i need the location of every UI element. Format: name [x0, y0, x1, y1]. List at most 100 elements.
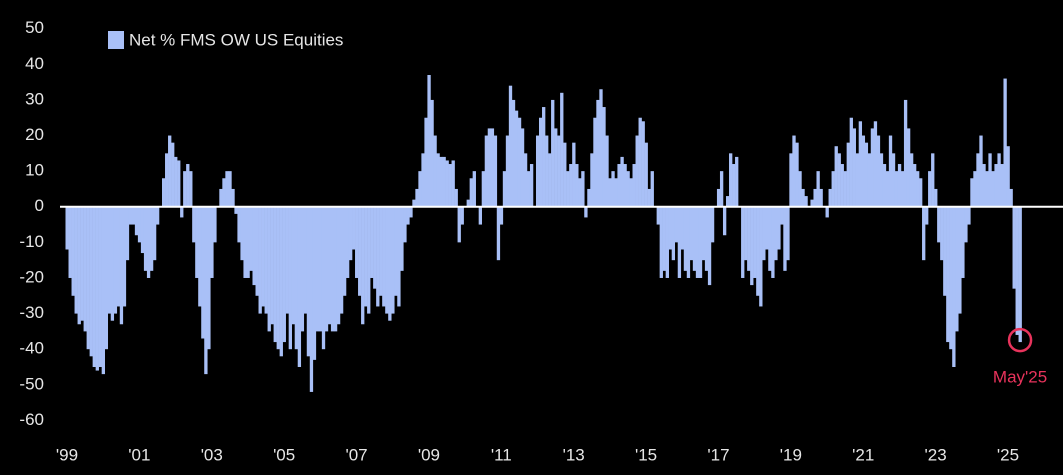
bar: [415, 188, 419, 207]
bar: [578, 178, 582, 207]
bar: [828, 188, 832, 207]
bar: [593, 117, 597, 207]
bar: [162, 178, 166, 207]
y-tick-label: 10: [25, 161, 44, 180]
bar: [722, 206, 727, 236]
bar: [448, 164, 452, 207]
bar: [922, 206, 926, 261]
bar: [768, 206, 772, 271]
bar: [484, 135, 489, 207]
bar: [632, 164, 636, 207]
bar: [113, 206, 118, 314]
bar: [967, 206, 971, 225]
bar: [991, 171, 995, 207]
bar: [710, 206, 715, 243]
bar: [294, 206, 299, 350]
bar: [412, 199, 416, 207]
bar: [327, 206, 332, 325]
bar: [629, 178, 633, 207]
bar: [614, 178, 618, 207]
bar: [517, 117, 522, 207]
bar: [774, 206, 778, 261]
bar: [732, 164, 736, 207]
bar: [358, 206, 362, 296]
bar: [928, 171, 932, 207]
bar: [427, 75, 431, 207]
bar: [348, 206, 353, 261]
bar: [68, 206, 72, 278]
bar: [545, 135, 549, 207]
bar: [704, 206, 709, 271]
bar: [825, 206, 829, 218]
bar: [623, 164, 627, 207]
bar: [792, 135, 796, 207]
bar: [979, 135, 983, 207]
bar: [282, 206, 286, 343]
bar: [801, 188, 805, 207]
bar: [472, 171, 476, 207]
bar: [228, 171, 232, 207]
bar: [906, 128, 911, 207]
bar: [171, 142, 175, 207]
bar: [903, 99, 908, 207]
bar: [143, 206, 148, 271]
bar: [590, 153, 594, 207]
bar: [786, 206, 790, 261]
y-tick-label: -20: [19, 267, 44, 286]
bar: [246, 206, 250, 278]
bar: [572, 142, 576, 207]
bar: [1003, 78, 1007, 207]
bar: [231, 188, 235, 207]
bar: [439, 156, 443, 207]
x-tick-label: '23: [925, 445, 947, 464]
bar: [876, 135, 881, 207]
bar: [894, 171, 899, 207]
bar: [213, 206, 217, 243]
bar: [119, 206, 124, 325]
bar: [165, 153, 169, 207]
x-tick-label: '03: [201, 445, 223, 464]
x-tick-label: '21: [852, 445, 874, 464]
bar: [566, 171, 570, 207]
bar: [336, 206, 341, 325]
bar: [312, 206, 317, 360]
bar: [855, 153, 859, 207]
bar: [695, 206, 700, 278]
bar: [554, 128, 558, 207]
y-tick-label: -10: [19, 232, 44, 251]
bar: [107, 206, 112, 314]
bar: [207, 206, 211, 350]
bar: [177, 160, 181, 207]
bar: [508, 85, 513, 207]
bar: [342, 206, 347, 296]
bar: [466, 199, 470, 207]
bar: [330, 206, 335, 332]
bar: [662, 206, 666, 271]
bar: [505, 135, 510, 207]
bar: [249, 206, 253, 271]
bar: [617, 164, 621, 207]
bar: [309, 206, 314, 392]
legend-label: Net % FMS OW US Equities: [129, 30, 343, 49]
bar: [840, 164, 844, 207]
bar: [641, 121, 645, 207]
annotation-circle: [1007, 327, 1033, 353]
bar: [934, 188, 938, 207]
bar: [551, 99, 555, 207]
bar: [291, 206, 296, 325]
x-tick-label: '13: [563, 445, 585, 464]
bar: [973, 171, 977, 207]
bar: [400, 206, 404, 271]
bar: [222, 178, 226, 207]
bar: [86, 206, 90, 350]
bar: [478, 206, 482, 225]
bar: [324, 206, 329, 332]
bar: [321, 206, 326, 350]
bar: [219, 188, 223, 207]
bar: [976, 153, 980, 207]
bar: [89, 206, 93, 357]
bar: [683, 206, 688, 271]
legend-swatch: [108, 31, 124, 49]
bar: [80, 206, 84, 321]
bar: [210, 206, 214, 278]
